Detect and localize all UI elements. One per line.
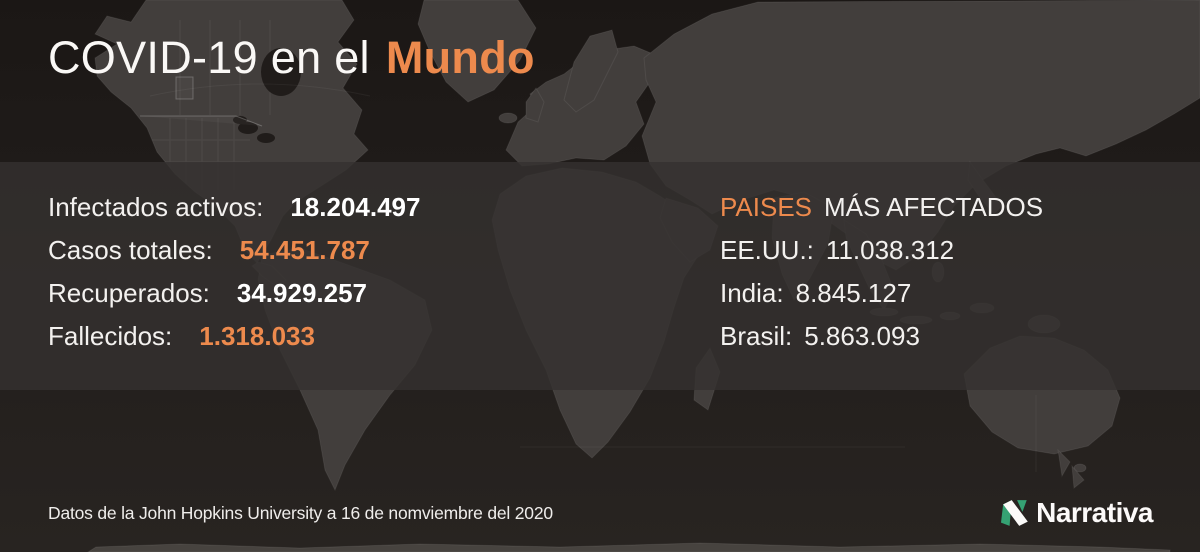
stat-value: 18.204.497 [290,192,421,222]
iceland [498,112,518,124]
antarctica-strip [87,542,1171,552]
country-row-india: India: 8.845.127 [720,272,1043,315]
title-highlight: Mundo [385,32,535,83]
britain [525,87,545,123]
global-stats: Infectados activos: 18.204.497 Casos tota… [48,186,420,358]
country-row-brasil: Brasil: 5.863.093 [720,315,1043,358]
narrativa-logo: Narrativa [1001,497,1153,529]
country-value: 5.863.093 [804,321,920,351]
narrativa-n-icon [1001,500,1028,526]
country-label: India: [720,278,784,308]
most-affected-countries: PAISES MÁS AFECTADOS EE.UU.: 11.038.312 In… [720,186,1043,358]
heading-highlight: PAISES [720,192,813,222]
continent-greenland [417,0,537,103]
heading-rest: MÁS AFECTADOS [824,192,1044,222]
stat-row-infectados: Infectados activos: 18.204.497 [48,186,420,229]
country-value: 8.845.127 [795,278,912,308]
stat-label: Infectados activos: [48,192,264,222]
page-title: COVID-19 en el Mundo [48,30,535,86]
stat-row-casos-totales: Casos totales: 54.451.787 [48,229,420,272]
country-label: Brasil: [720,321,793,351]
new-zealand [1071,464,1085,489]
title-text: COVID-19 en el [48,32,370,83]
stat-row-fallecidos: Fallecidos: 1.318.033 [48,315,420,358]
graticule-lines [149,83,1037,472]
stats-band-overlay [0,162,1200,390]
great-lake [233,116,247,124]
hudson-bay [261,48,301,96]
stat-label: Casos totales: [48,235,213,265]
country-value: 11.038.312 [825,235,955,265]
stat-label: Fallecidos: [48,321,173,351]
great-lake [257,133,275,143]
canada-us-border [140,115,263,127]
highlighted-province [175,76,194,100]
great-lake [238,122,258,134]
stat-value: 54.451.787 [239,235,370,265]
most-affected-heading: PAISES MÁS AFECTADOS [720,186,1043,229]
country-label: EE.UU.: [720,235,814,265]
stat-row-recuperados: Recuperados: 34.929.257 [48,272,420,315]
data-source-note: Datos de la John Hopkins University a 16… [48,503,553,523]
scandinavia [563,29,619,113]
stat-label: Recuperados: [48,278,210,308]
tasmania [1073,463,1087,473]
brand-name: Narrativa [1036,497,1153,528]
stat-value: 1.318.033 [199,321,315,351]
country-row-eeuu: EE.UU.: 11.038.312 [720,229,1043,272]
new-zealand [1057,448,1071,478]
stat-value: 34.929.257 [236,278,368,308]
